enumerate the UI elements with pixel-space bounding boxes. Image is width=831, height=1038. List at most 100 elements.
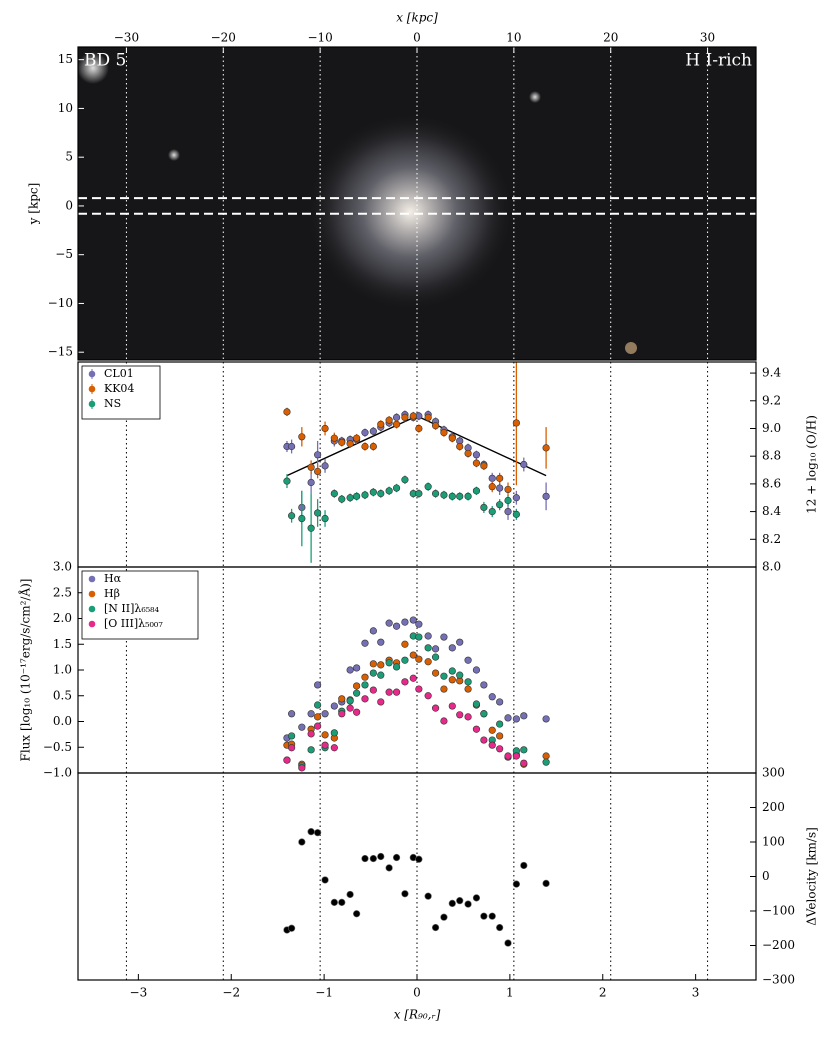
data-point [504, 496, 512, 505]
data-point [504, 939, 512, 947]
y-tick-label: 1.5 [53, 637, 72, 651]
y-axis-label: y [kpc] [27, 183, 41, 226]
data-point [298, 514, 306, 523]
data-point [314, 701, 322, 709]
data-point [488, 726, 496, 734]
data-point [464, 678, 472, 686]
legend-label: Hα [104, 572, 122, 585]
y-tick-label: 10 [58, 101, 73, 115]
data-point [401, 890, 409, 898]
data-point [392, 484, 401, 492]
x-tick-label: 0 [413, 31, 421, 45]
data-point [480, 736, 488, 744]
data-point [542, 879, 550, 888]
data-point [338, 898, 346, 906]
data-point [314, 467, 322, 476]
data-point [496, 720, 504, 728]
data-point [409, 616, 417, 624]
data-point [496, 501, 504, 509]
legend-label: [N II]λ₆₅₈₄ [104, 602, 160, 615]
y-tick-label: −100 [762, 904, 795, 918]
data-point [520, 759, 528, 767]
data-point [377, 489, 385, 498]
data-point [361, 491, 369, 499]
legend-swatch [88, 370, 96, 378]
data-point [520, 746, 528, 754]
panel-frame [77, 361, 757, 568]
x-tick-label: −20 [211, 31, 236, 45]
data-point [314, 681, 322, 689]
data-point [431, 669, 440, 677]
data-point [424, 658, 432, 666]
data-point [361, 429, 369, 437]
y-tick-label: 9.2 [762, 393, 781, 407]
data-point [440, 913, 448, 921]
data-point [424, 483, 432, 491]
data-point [330, 702, 338, 710]
y-tick-label: −200 [762, 938, 795, 952]
galaxy-image [77, 47, 756, 360]
data-point [392, 413, 401, 422]
data-point [377, 671, 385, 679]
data-point [488, 912, 496, 920]
data-point [504, 714, 512, 722]
y-axis-label: Flux [log₁₀ (10⁻¹⁷erg/s/cm²/Å)] [18, 579, 33, 762]
data-point [369, 427, 377, 435]
data-point [431, 645, 440, 653]
data-point [353, 689, 361, 697]
data-point [314, 451, 322, 459]
x-tick-label: −1 [315, 986, 333, 1000]
y-tick-label: 2.0 [53, 611, 72, 625]
x-tick-label: −10 [307, 31, 332, 45]
data-point [456, 897, 464, 905]
data-point [504, 507, 512, 516]
data-point [424, 892, 432, 900]
x-tick-label: 1 [506, 986, 514, 1000]
data-point [392, 663, 401, 671]
y-axis-label: 12 + log₁₀ (O/H) [805, 415, 819, 514]
data-point [288, 732, 296, 740]
data-point [415, 855, 423, 863]
annotation: H I-rich [685, 51, 752, 71]
data-point [431, 653, 440, 661]
data-point [307, 828, 315, 836]
data-point [307, 478, 315, 487]
data-point [456, 492, 464, 500]
y-tick-label: 0 [65, 198, 73, 212]
x-tick-label: 30 [700, 31, 715, 45]
y-tick-label: 2.5 [53, 585, 72, 599]
data-point [401, 413, 409, 422]
data-point [353, 492, 361, 500]
data-point [512, 419, 520, 427]
data-point [542, 715, 550, 723]
data-point [496, 923, 504, 932]
legend-swatch [88, 605, 96, 613]
y-tick-label: −15 [48, 345, 73, 359]
legend-label: CL01 [104, 367, 134, 380]
data-point [448, 676, 456, 684]
y-tick-label: −0.5 [43, 740, 72, 754]
data-point [448, 702, 456, 710]
data-point [448, 899, 456, 908]
data-point [369, 686, 377, 694]
data-point [361, 442, 369, 451]
data-point [480, 681, 488, 689]
data-point [330, 744, 338, 752]
legend-label: NS [104, 397, 121, 410]
data-point [424, 632, 432, 640]
y-tick-label: 9.0 [762, 421, 781, 435]
data-point [415, 620, 423, 628]
data-point [321, 462, 329, 470]
data-point [338, 695, 346, 703]
data-point [448, 644, 456, 652]
x-tick-label: −3 [130, 986, 148, 1000]
data-point [488, 741, 496, 749]
y-tick-label: 8.2 [762, 532, 781, 546]
data-point [448, 667, 456, 675]
data-point [346, 890, 354, 899]
y-tick-label: 5 [65, 150, 73, 164]
data-point [288, 512, 296, 520]
data-point [346, 494, 354, 502]
data-point [298, 723, 306, 731]
data-point [330, 434, 338, 442]
